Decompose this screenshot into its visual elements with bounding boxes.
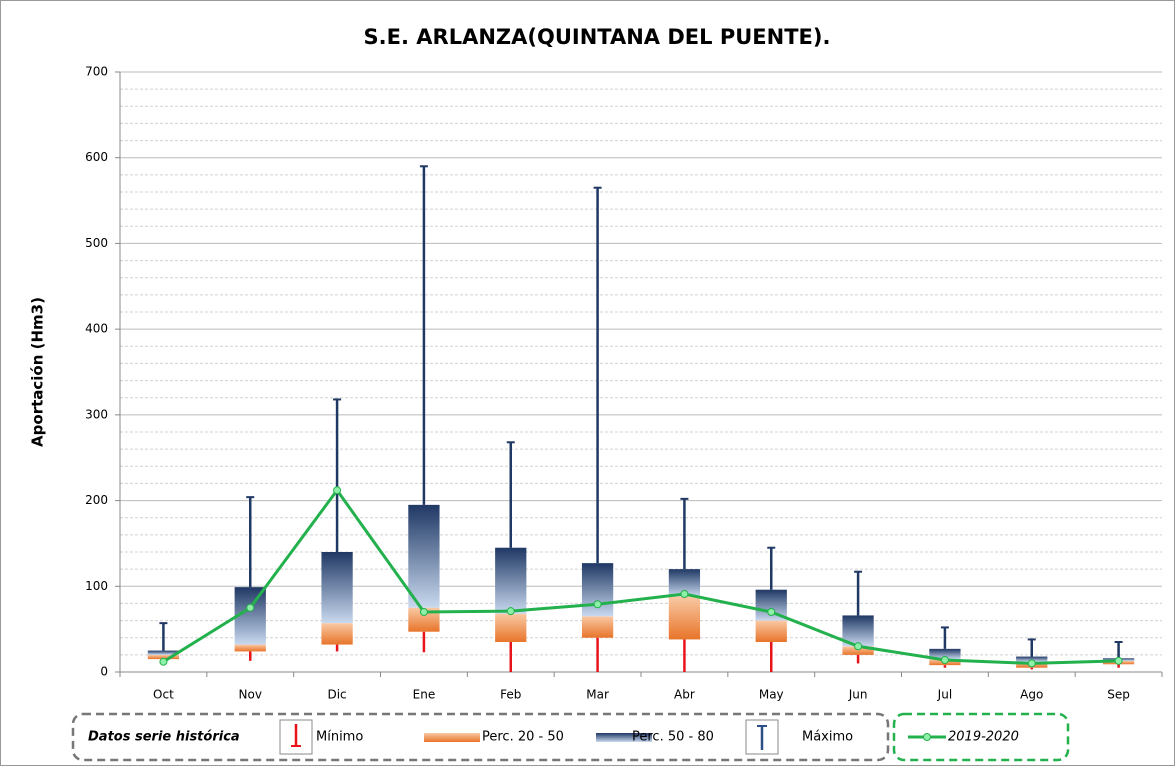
y-tick-label: 500 <box>85 236 108 250</box>
y-tick-label: 600 <box>85 150 108 164</box>
legend-label: Perc. 50 - 80 <box>632 730 714 745</box>
y-tick-label: 100 <box>85 579 108 593</box>
box-20-50 <box>234 644 266 652</box>
y-axis-label: Aportación (Hm3) <box>29 297 47 447</box>
y-tick-label: 400 <box>85 322 108 336</box>
box-20-50 <box>495 613 527 642</box>
legend-label: Máximo <box>802 730 853 745</box>
x-tick-label: Nov <box>239 688 262 702</box>
x-tick-label: Oct <box>153 688 174 702</box>
box-20-50 <box>842 646 874 655</box>
y-tick-label: 0 <box>100 665 108 679</box>
legend: Datos serie histórica Mínimo Perc. 20 - … <box>71 712 1070 762</box>
plot: 0 100 200 300 400 500 600 700 Oct Nov Dic Ene Feb Mar… <box>85 65 1163 702</box>
box-20-50 <box>321 623 353 645</box>
chart-title: S.E. ARLANZA(QUINTANA DEL PUENTE). <box>364 25 831 49</box>
line-point <box>680 590 689 598</box>
line-point <box>506 607 515 616</box>
x-tick-label: Jul <box>937 688 952 702</box>
legend-box <box>892 712 1070 762</box>
x-tick-label: Dic <box>327 688 346 702</box>
box-50-80 <box>147 650 180 655</box>
box-50-80 <box>929 648 961 660</box>
line-point <box>854 642 863 651</box>
y-tick-label: 300 <box>85 407 108 421</box>
line-point <box>419 608 428 616</box>
box-20-50 <box>755 620 787 642</box>
line-point <box>940 656 949 664</box>
x-tick-label: May <box>759 688 784 702</box>
box-50-80 <box>321 552 353 624</box>
x-tick-label: Ene <box>413 688 436 702</box>
box-20-50 <box>581 616 614 638</box>
legend-label: Mínimo <box>316 730 363 745</box>
legend-icon <box>596 733 652 742</box>
x-tick-label: Mar <box>586 688 609 702</box>
line-2019-2020 <box>162 487 1119 665</box>
line-point <box>333 486 342 495</box>
line-point <box>593 600 602 609</box>
box-50-80 <box>408 504 440 608</box>
x-tick-label: Sep <box>1107 688 1130 702</box>
x-tick-label: Ago <box>1020 688 1043 702</box>
legend-label: 2019-2020 <box>948 730 1019 745</box>
line-point <box>1114 656 1123 665</box>
line-point <box>767 608 776 616</box>
legend-label: Perc. 20 - 50 <box>482 730 564 745</box>
x-tick-label: Abr <box>674 688 695 702</box>
box-50-80 <box>581 563 614 617</box>
y-tick-label: 200 <box>85 493 108 507</box>
line-point <box>159 657 168 666</box>
box-50-80 <box>1016 656 1048 662</box>
legend-title: Datos serie histórica <box>88 730 240 745</box>
line-point <box>246 603 255 612</box>
box-50-80 <box>495 547 527 614</box>
x-tick-label: Jun <box>848 688 868 702</box>
box-20-50 <box>668 596 701 640</box>
line-point <box>1027 659 1036 668</box>
y-tick-label: 700 <box>85 65 108 79</box>
legend-icon <box>923 733 931 741</box>
legend-icon <box>424 733 480 742</box>
x-tick-label: Feb <box>500 688 521 702</box>
box-20-50 <box>147 654 180 660</box>
legend-box <box>71 712 890 762</box>
